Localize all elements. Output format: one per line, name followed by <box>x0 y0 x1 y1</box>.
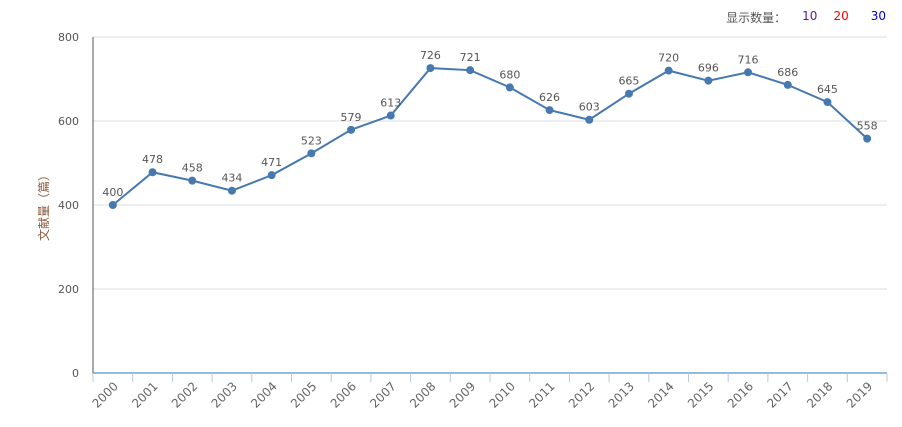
y-tick-label: 600 <box>58 115 79 128</box>
data-point <box>148 168 157 177</box>
data-label: 458 <box>182 162 203 175</box>
x-tick-label: 2018 <box>804 379 835 410</box>
data-point <box>744 68 753 77</box>
display-count-20[interactable]: 20 <box>833 9 849 23</box>
data-point <box>624 89 633 98</box>
series-line <box>112 67 868 206</box>
data-point <box>227 186 236 195</box>
x-tick-label: 2011 <box>526 379 557 410</box>
x-tick-label: 2001 <box>129 379 160 410</box>
data-label: 721 <box>460 51 481 64</box>
data-label: 613 <box>380 97 401 110</box>
data-point <box>188 176 197 185</box>
data-point <box>585 115 594 124</box>
x-tick-label: 2003 <box>209 379 240 410</box>
data-label: 579 <box>341 111 362 124</box>
x-tick-label: 2019 <box>844 379 875 410</box>
display-count-label: 显示数量： <box>726 11 787 25</box>
data-point <box>704 76 713 85</box>
y-tick-label: 200 <box>58 283 79 296</box>
data-point <box>783 80 792 89</box>
display-count-30[interactable]: 30 <box>870 9 886 23</box>
data-label: 558 <box>857 120 878 133</box>
x-tick-label: 2000 <box>89 379 120 410</box>
x-tick-label: 2002 <box>169 379 200 410</box>
data-point <box>545 106 554 115</box>
x-tick-label: 2013 <box>606 379 637 410</box>
x-tick-label: 2015 <box>685 379 716 410</box>
y-tick-label: 400 <box>58 199 79 212</box>
x-tick-label: 2014 <box>645 379 676 410</box>
data-point <box>307 149 316 158</box>
data-label: 434 <box>221 172 242 185</box>
data-label: 726 <box>420 49 441 62</box>
data-label: 626 <box>539 91 560 104</box>
y-axis-label: 文献量（篇） <box>36 169 51 241</box>
data-label: 720 <box>658 52 679 65</box>
x-tick-label: 2004 <box>248 379 279 410</box>
display-count-control: 显示数量： 10 20 30 <box>726 9 886 26</box>
data-label: 603 <box>579 101 600 114</box>
x-tick-label: 2007 <box>367 379 398 410</box>
data-point <box>108 201 117 209</box>
x-tick-label: 2006 <box>328 379 359 410</box>
data-point <box>823 98 832 107</box>
data-label: 665 <box>618 75 639 88</box>
data-point <box>664 66 673 75</box>
x-tick-label: 2005 <box>288 379 319 410</box>
y-tick-label: 0 <box>72 367 79 380</box>
data-label: 471 <box>261 156 282 169</box>
data-label: 400 <box>102 186 123 199</box>
data-point <box>426 64 435 73</box>
data-label: 716 <box>738 53 759 66</box>
data-label: 645 <box>817 83 838 96</box>
data-label: 478 <box>142 153 163 166</box>
display-count-10[interactable]: 10 <box>802 9 818 23</box>
data-label: 686 <box>777 66 798 79</box>
x-tick-label: 2012 <box>566 379 597 410</box>
x-tick-label: 2008 <box>407 379 438 410</box>
data-label: 680 <box>499 68 520 81</box>
data-label: 696 <box>698 62 719 75</box>
data-point <box>466 66 475 75</box>
data-point <box>505 83 514 92</box>
data-point <box>267 171 276 180</box>
x-tick-label: 2017 <box>764 379 795 410</box>
y-tick-label: 800 <box>58 31 79 44</box>
x-tick-label: 2009 <box>447 379 478 410</box>
x-tick-label: 2010 <box>486 379 517 410</box>
data-point <box>347 125 356 134</box>
data-label: 523 <box>301 134 322 147</box>
data-point <box>863 134 872 143</box>
data-point <box>386 111 395 120</box>
x-tick-label: 2016 <box>725 379 756 410</box>
